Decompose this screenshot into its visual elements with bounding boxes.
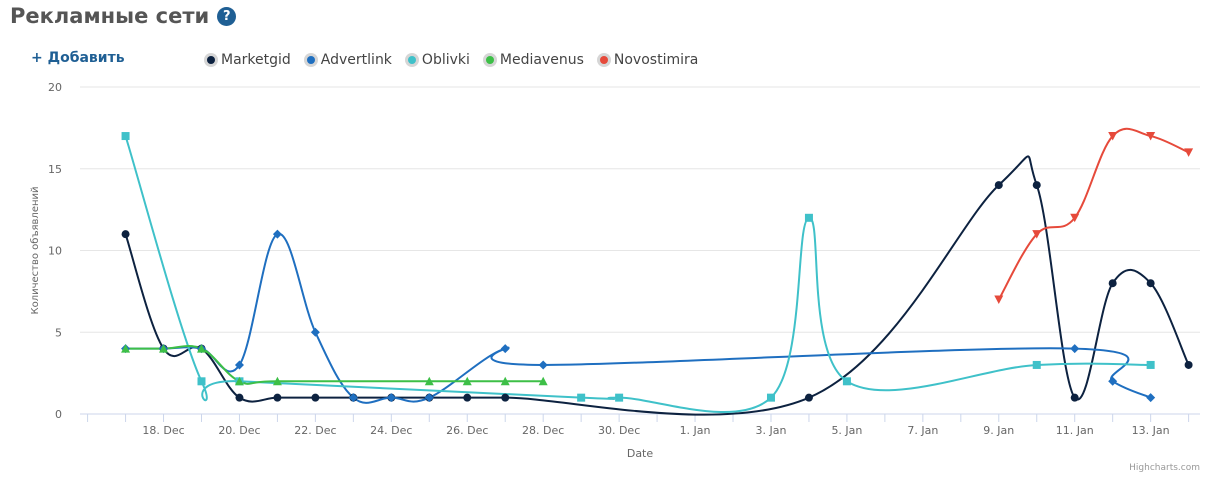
marketgid-point xyxy=(1070,393,1079,402)
mediavenus-point xyxy=(272,376,282,386)
y-axis-title: Количество объявлений xyxy=(30,186,41,314)
legend-label: Marketgid xyxy=(221,52,291,68)
marketgid-point xyxy=(1108,279,1117,288)
x-tick-label: 9. Jan xyxy=(983,424,1014,437)
legend-marker-icon xyxy=(207,56,215,64)
marketgid-point xyxy=(463,393,472,402)
legend-item-mediavenus[interactable]: Mediavenus xyxy=(485,52,584,68)
advertlink-point xyxy=(386,393,396,403)
oblivki-point xyxy=(804,213,813,222)
help-icon[interactable]: ? xyxy=(217,6,237,26)
oblivki-point xyxy=(842,377,851,386)
oblivki-point xyxy=(1146,360,1155,369)
page-title: Рекламные сети ? xyxy=(10,2,237,30)
advertlink-point xyxy=(348,393,358,403)
novostimira-line xyxy=(997,127,1190,301)
y-tick-label: 15 xyxy=(48,163,62,176)
y-tick-label: 5 xyxy=(55,326,62,339)
marketgid-point xyxy=(1032,181,1041,190)
oblivki-point xyxy=(121,132,130,141)
advertlink-point xyxy=(424,393,434,403)
mediavenus-point xyxy=(538,376,548,386)
mediavenus-point xyxy=(159,344,169,353)
x-tick-label: 26. Dec xyxy=(446,424,488,437)
legend-label: Novostimira xyxy=(613,52,699,68)
legend-label: Mediavenus xyxy=(499,52,584,68)
marketgid-point xyxy=(235,393,244,402)
advertlink-point xyxy=(234,360,244,370)
novostimira-point xyxy=(1032,230,1042,239)
x-tick-label: 1. Jan xyxy=(680,424,711,437)
novostimira-point xyxy=(994,295,1004,305)
x-tick-label: 13. Jan xyxy=(1132,424,1170,437)
advertlink-point xyxy=(1070,344,1080,354)
novostimira-point xyxy=(1184,148,1194,157)
x-tick-label: 24. Dec xyxy=(370,424,412,437)
x-tick-label: 5. Jan xyxy=(831,424,862,437)
legend-marker-icon xyxy=(485,56,494,64)
add-network-button[interactable]: + Добавить xyxy=(31,50,125,66)
advertlink-point xyxy=(1146,393,1156,403)
x-tick-label: 3. Jan xyxy=(756,424,787,437)
oblivki-point xyxy=(615,393,624,402)
credits-link[interactable]: Highcharts.com xyxy=(1129,463,1200,473)
legend-item-advertlink[interactable]: Advertlink xyxy=(306,52,392,68)
legend-label: Oblivki xyxy=(421,52,470,68)
mediavenus-point xyxy=(121,344,131,353)
x-axis-title: Date xyxy=(627,447,654,460)
x-tick-label: 11. Jan xyxy=(1056,424,1094,437)
marketgid-point xyxy=(501,393,510,402)
mediavenus-point xyxy=(234,376,244,386)
advertlink-line xyxy=(124,233,1152,404)
legend-label: Advertlink xyxy=(320,52,392,68)
advertlink-point xyxy=(500,344,510,354)
marketgid-point xyxy=(273,393,282,402)
legend-marker-icon xyxy=(407,56,416,64)
marketgid-point xyxy=(994,181,1003,190)
mediavenus-point xyxy=(196,344,206,353)
legend-marker-icon xyxy=(599,56,608,64)
mediavenus-point xyxy=(424,376,434,386)
novostimira-point xyxy=(1108,132,1118,141)
novostimira-point xyxy=(1070,213,1080,223)
legend-item-oblivki[interactable]: Oblivki xyxy=(407,52,470,68)
y-tick-label: 20 xyxy=(48,81,62,94)
oblivki-point xyxy=(766,393,775,402)
legend-item-marketgid[interactable]: Marketgid xyxy=(207,52,291,68)
oblivki-line xyxy=(124,135,1152,413)
x-tick-label: 22. Dec xyxy=(294,424,336,437)
mediavenus-point xyxy=(500,376,510,386)
x-tick-label: 30. Dec xyxy=(598,424,640,437)
mediavenus-line xyxy=(124,345,545,385)
advertlink-point xyxy=(1108,376,1118,386)
marketgid-point xyxy=(1146,279,1155,288)
mediavenus-point xyxy=(462,376,472,386)
oblivki-point xyxy=(197,377,206,386)
y-tick-label: 0 xyxy=(55,408,62,421)
x-tick-label: 7. Jan xyxy=(907,424,938,437)
oblivki-point xyxy=(577,393,586,402)
advertlink-point xyxy=(310,327,320,337)
legend-item-novostimira[interactable]: Novostimira xyxy=(599,52,699,68)
y-tick-label: 10 xyxy=(48,245,62,258)
x-tick-label: 28. Dec xyxy=(522,424,564,437)
advertlink-point xyxy=(538,360,548,370)
advertlink-point xyxy=(272,229,282,239)
marketgid-point xyxy=(1184,360,1193,369)
marketgid-line xyxy=(124,155,1190,416)
chart-legend: Marketgid Advertlink Oblivki Mediavenus Novo… xyxy=(207,50,714,70)
marketgid-point xyxy=(804,393,813,402)
legend-marker-icon xyxy=(306,56,315,64)
page-title-text: Рекламные сети xyxy=(10,4,210,28)
marketgid-point xyxy=(121,230,130,239)
marketgid-point xyxy=(311,393,320,402)
x-tick-label: 20. Dec xyxy=(218,424,260,437)
oblivki-point xyxy=(1032,360,1041,369)
novostimira-point xyxy=(1146,132,1156,141)
x-tick-label: 18. Dec xyxy=(142,424,184,437)
